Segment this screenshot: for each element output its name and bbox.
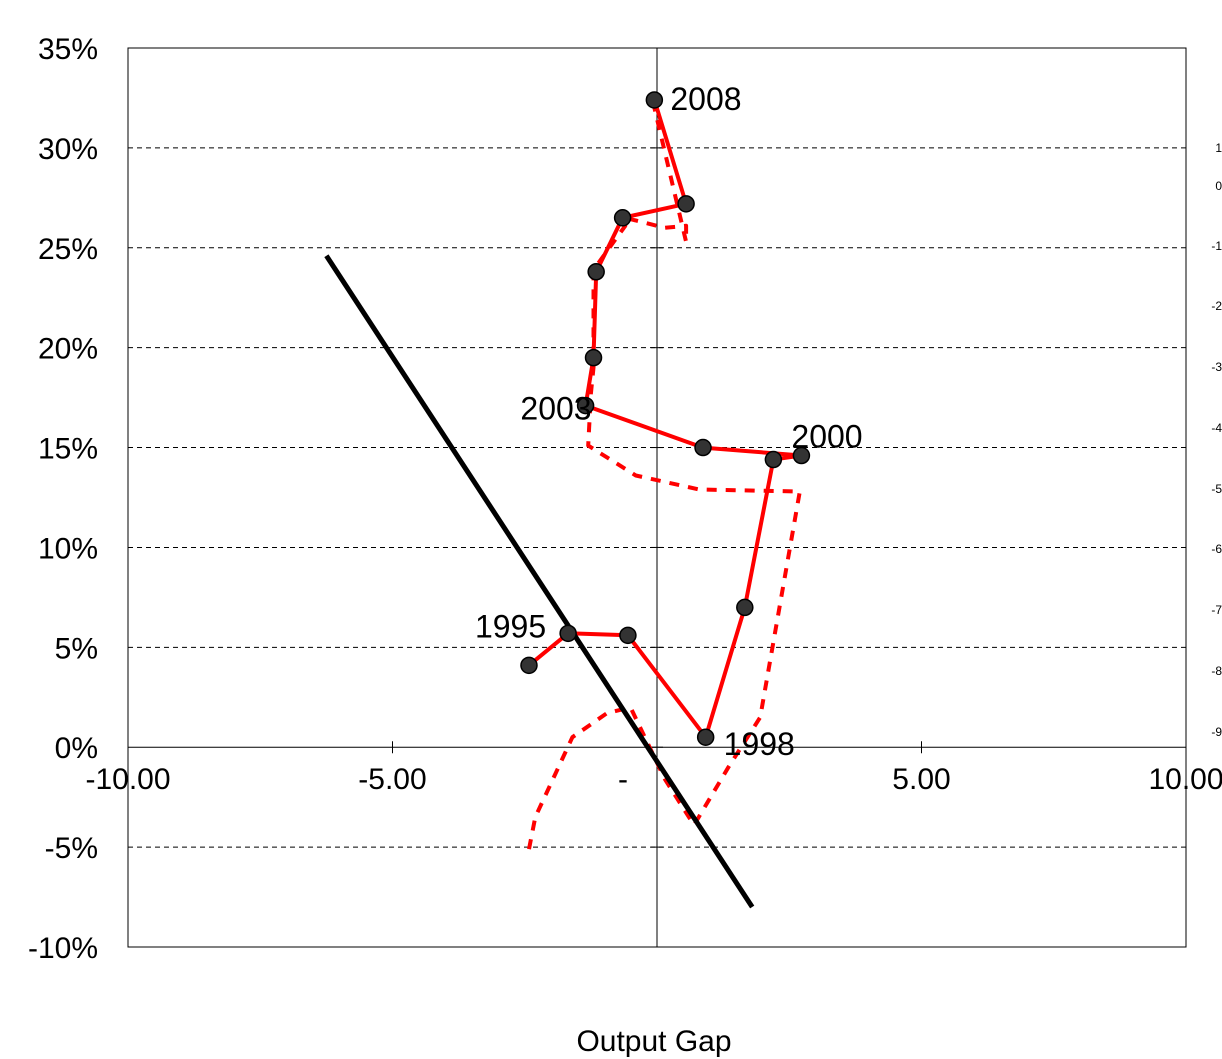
right-axis-fragment: 0 [1215,179,1222,193]
y-tick-label: 0% [55,732,98,765]
data-point [520,656,538,675]
series-layer [324,99,804,909]
point-label: 2003 [520,391,591,427]
y-tick-label: 5% [55,632,98,665]
point-label: 2000 [791,419,862,455]
right-axis-fragments: 1 0 -1 -2 -3 -4 -5 -6 -7 -8 -9 [1211,141,1222,739]
right-axis-fragment: -1 [1211,239,1222,253]
data-point [792,446,811,465]
y-tick-label: 20% [38,333,98,366]
point-label: 1998 [724,726,795,762]
data-point [559,624,577,643]
y-tick-label: 30% [38,133,98,166]
data-point [694,438,712,457]
data-point [587,263,605,281]
x-tick-label: 10.00 [1148,763,1222,796]
label-layer: 2008 2003 2000 1995 1998 [475,81,863,762]
y-tick-label: 25% [38,233,98,266]
series-line-solid-red-markers [527,99,804,740]
right-axis-fragment: -4 [1211,421,1222,435]
y-tick-label: -10% [28,932,98,965]
x-tick-label: -10.00 [85,763,170,796]
axes [127,47,1187,948]
data-point [613,209,632,227]
data-point [696,728,715,746]
data-point [645,91,664,109]
series-line-solid-black [324,254,755,909]
x-tick-label: - [618,763,628,796]
data-point [619,626,637,645]
right-axis-fragment: -9 [1211,725,1222,739]
data-point [584,348,603,367]
right-axis-fragment: -5 [1211,482,1222,496]
data-point [764,450,783,469]
marker-layer [520,91,811,746]
y-tick-label: 15% [38,433,98,466]
point-label: 2008 [670,81,741,117]
right-axis-fragment: -3 [1211,360,1222,374]
data-point [736,598,754,617]
x-tick-label: -5.00 [358,763,426,796]
point-label: 1995 [475,608,546,644]
series-line-dashed-red [527,107,802,850]
x-tick-label: 5.00 [892,763,950,796]
tick-labels: 35%30%25%20%15%10%5%0%-5%-10%-10.00 -5.00… [28,33,1222,965]
y-tick-label: 35% [38,33,98,66]
right-axis-fragment: 1 [1215,141,1222,155]
data-point [576,396,595,415]
right-axis-fragment: -8 [1211,664,1222,678]
right-axis-fragment: -7 [1211,603,1222,617]
data-point [677,195,695,213]
right-axis-fragment: -2 [1211,299,1222,313]
x-axis-title: Output Gap [576,1025,731,1058]
right-axis-fragment: -6 [1211,542,1222,556]
y-tick-label: -5% [45,832,98,865]
y-tick-label: 10% [38,532,98,565]
